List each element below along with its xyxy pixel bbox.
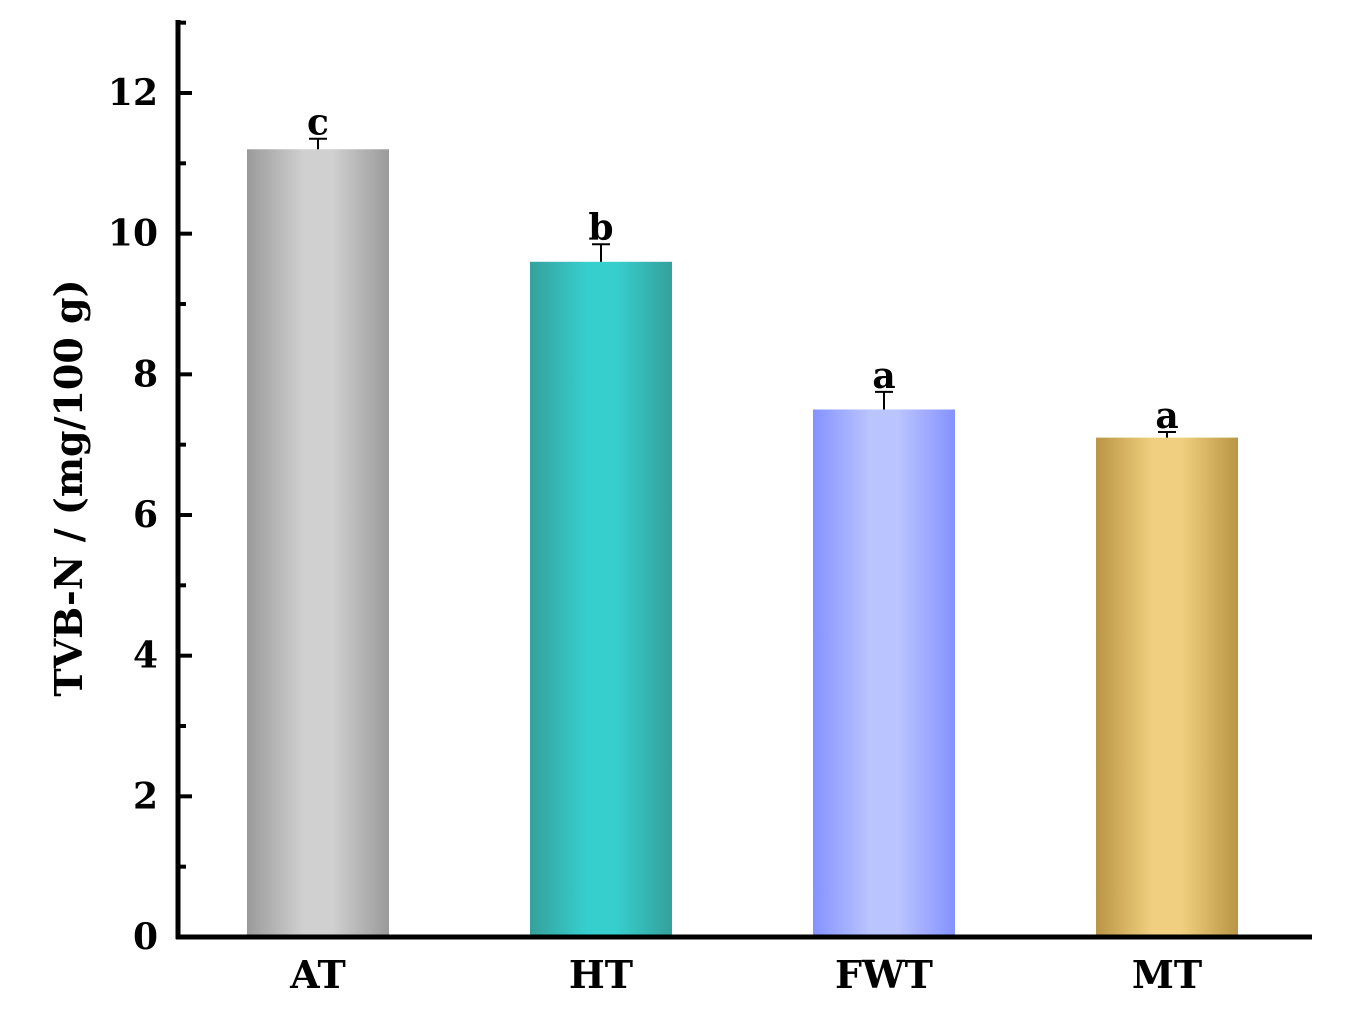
axes-group xyxy=(175,20,1312,940)
bars-group xyxy=(247,149,1238,937)
error-bars-group xyxy=(309,137,1176,438)
bar-fwt xyxy=(813,409,955,937)
y-tick-label: 12 xyxy=(108,72,158,114)
y-ticks-group: 0 2 4 6 8 10 12 xyxy=(108,20,192,958)
bar-at xyxy=(247,149,389,937)
significance-label-ht: b xyxy=(588,207,613,249)
y-tick-label: 8 xyxy=(133,353,158,395)
y-tick-label: 4 xyxy=(133,635,158,677)
x-tick-label-at: AT xyxy=(289,952,346,997)
significance-label-at: c xyxy=(307,102,329,144)
significance-label-fwt: a xyxy=(872,355,895,397)
y-tick-label: 2 xyxy=(133,775,158,817)
x-tick-label-fwt: FWT xyxy=(835,952,933,997)
y-tick-label: 10 xyxy=(108,213,158,255)
x-tick-label-mt: MT xyxy=(1132,952,1202,997)
significance-labels-group: c b a a xyxy=(307,102,1179,437)
y-axis-title: TVB-N / (mg/100 g) xyxy=(46,279,91,696)
bar-mt xyxy=(1096,437,1238,937)
bar-ht xyxy=(530,261,672,937)
significance-label-mt: a xyxy=(1155,395,1178,437)
y-tick-label: 0 xyxy=(133,916,158,958)
x-tick-label-ht: HT xyxy=(569,952,633,997)
y-tick-label: 6 xyxy=(133,494,158,536)
x-labels-group: AT HT FWT MT xyxy=(289,952,1202,997)
